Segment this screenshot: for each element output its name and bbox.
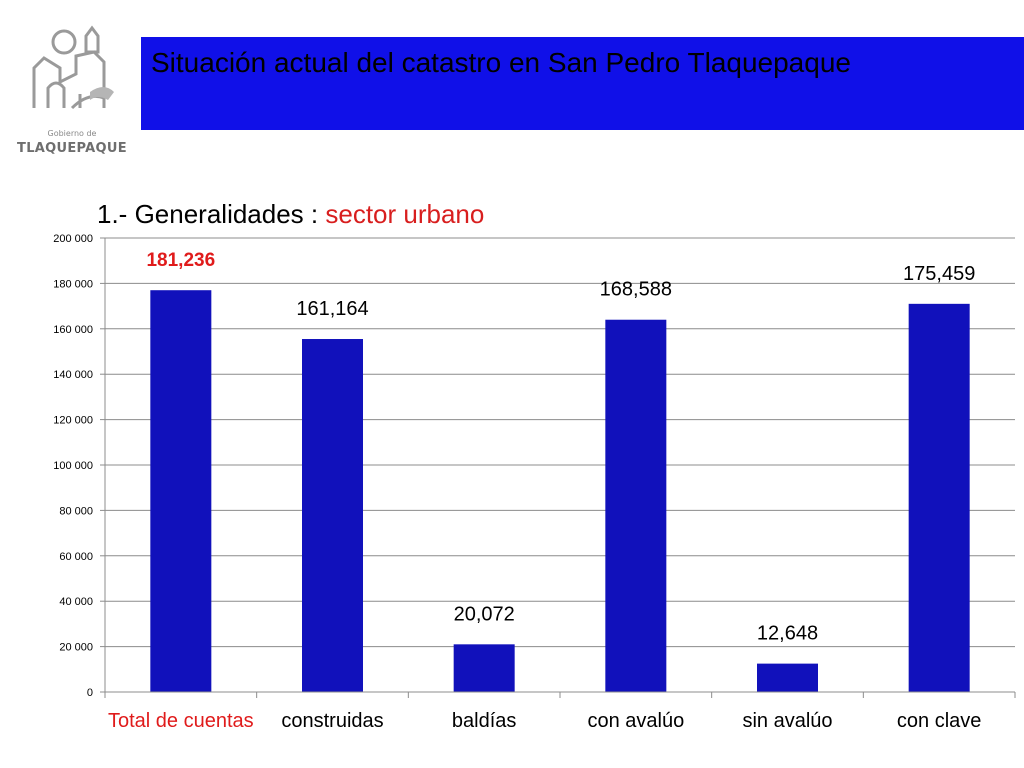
bar <box>302 339 363 692</box>
data-label: 181,236 <box>146 250 215 271</box>
y-tick-label: 0 <box>87 687 93 699</box>
data-label: 12,648 <box>757 623 818 645</box>
bar-chart: 0 20 000 40 000 60 000 80 000 100 000 120 000 1… <box>0 0 1024 768</box>
data-label: 175,459 <box>903 263 975 285</box>
y-tick-label: 140 000 <box>53 369 93 381</box>
y-tick-label: 120 000 <box>53 415 93 427</box>
x-category-label: construidas <box>281 710 383 732</box>
y-tick-label: 180 000 <box>53 278 93 290</box>
data-label: 20,072 <box>454 603 515 625</box>
y-tick-label: 200 000 <box>53 233 93 245</box>
y-tick-label: 100 000 <box>53 460 93 472</box>
y-tick-label: 80 000 <box>59 505 93 517</box>
y-tick-label: 60 000 <box>59 551 93 563</box>
x-category-label: Total de cuentas <box>108 710 254 732</box>
x-category-label: con avalúo <box>587 710 684 732</box>
y-tick-label: 20 000 <box>59 642 93 654</box>
x-category-label: baldías <box>452 710 517 732</box>
bar <box>454 644 515 692</box>
y-tick-label: 160 000 <box>53 324 93 336</box>
x-category-label: con clave <box>897 710 982 732</box>
x-category-label: sin avalúo <box>742 710 832 732</box>
data-label: 161,164 <box>296 298 368 320</box>
y-tick-label: 40 000 <box>59 596 93 608</box>
data-label: 168,588 <box>600 279 672 301</box>
bar <box>605 320 666 692</box>
bar <box>150 290 211 692</box>
bar <box>909 304 970 692</box>
bar <box>757 664 818 692</box>
